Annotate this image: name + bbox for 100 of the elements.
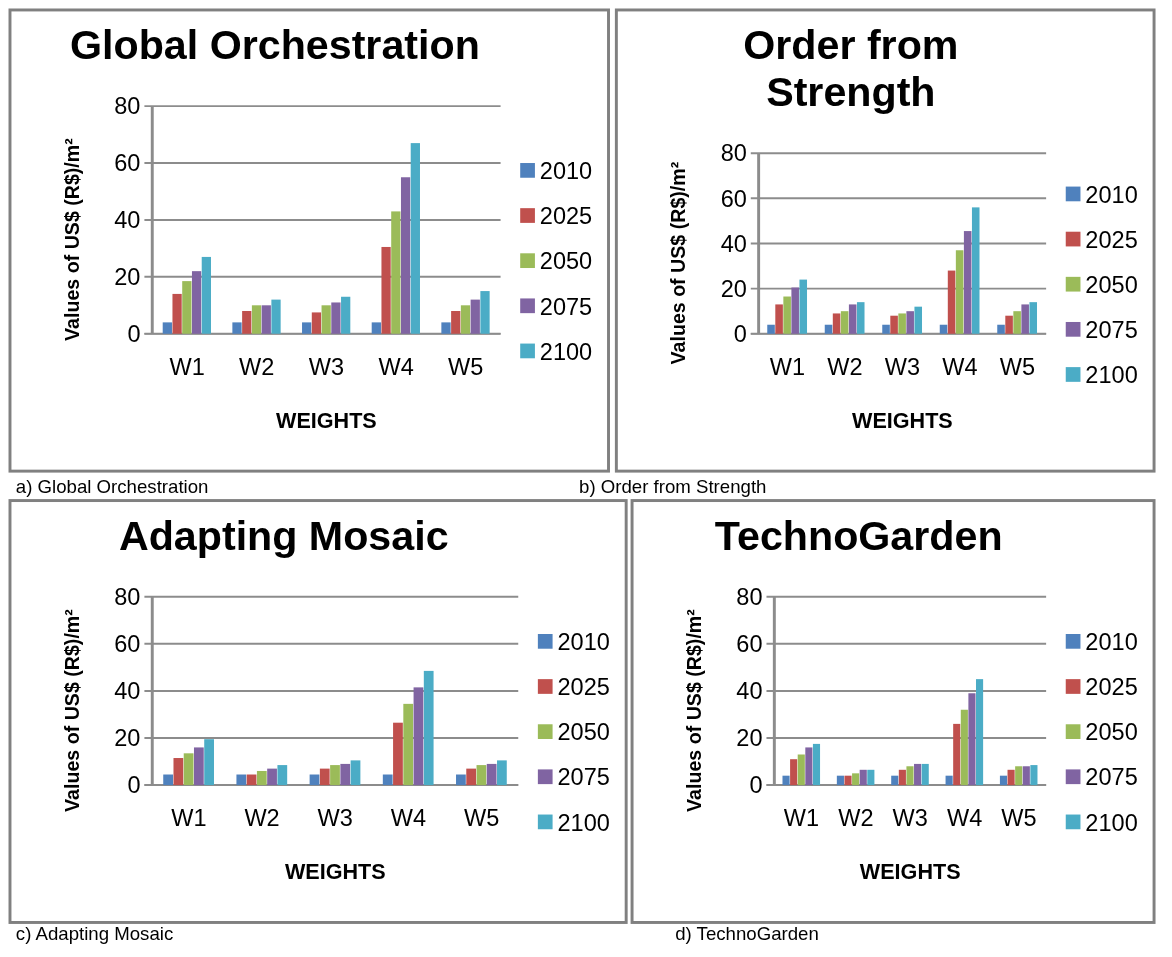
bar bbox=[201, 256, 211, 334]
bar bbox=[1007, 769, 1015, 786]
bar bbox=[183, 753, 194, 786]
bar bbox=[330, 765, 340, 786]
y-tick-label: 80 bbox=[114, 93, 141, 120]
bar bbox=[480, 291, 490, 334]
x-axis-title: WEIGHTS bbox=[852, 407, 953, 433]
bar bbox=[271, 299, 281, 334]
y-tick-label: 40 bbox=[114, 207, 141, 234]
y-axis-title: Values of US$ (R$)/m² bbox=[60, 137, 83, 341]
legend-label: 2100 bbox=[557, 809, 610, 836]
legend-label: 2010 bbox=[1085, 181, 1138, 208]
bar bbox=[960, 709, 968, 786]
bar bbox=[204, 739, 214, 786]
y-axis-title: Values of US$ (R$)/m² bbox=[667, 161, 690, 365]
bar bbox=[191, 271, 202, 334]
y-tick-label: 60 bbox=[114, 150, 141, 177]
bar bbox=[1029, 302, 1038, 334]
y-tick-label: 20 bbox=[114, 264, 141, 291]
bar bbox=[319, 768, 330, 786]
x-tick-label: W5 bbox=[448, 353, 484, 380]
bar bbox=[921, 763, 929, 786]
bar bbox=[856, 302, 865, 334]
bar bbox=[193, 747, 204, 786]
bar bbox=[232, 322, 242, 334]
bar bbox=[955, 250, 964, 334]
x-tick-label: W1 bbox=[769, 353, 806, 380]
bar bbox=[267, 768, 277, 786]
bar bbox=[321, 305, 331, 334]
chart-title: TechnoGarden bbox=[714, 512, 1003, 559]
legend-label: 2050 bbox=[539, 248, 593, 275]
bar bbox=[256, 770, 267, 786]
bar bbox=[945, 775, 953, 786]
y-tick-label: 40 bbox=[720, 230, 747, 257]
legend-label: 2075 bbox=[1085, 764, 1138, 791]
bar bbox=[898, 769, 906, 786]
bar bbox=[867, 769, 875, 786]
bar bbox=[1013, 311, 1021, 334]
y-axis-title: Values of US$ (R$)/m² bbox=[60, 608, 83, 812]
text: b) Order from Strength bbox=[579, 475, 767, 497]
bar bbox=[277, 765, 288, 786]
chart-title: Order from Strength bbox=[743, 22, 959, 116]
bar bbox=[971, 207, 980, 334]
legend-label: 2025 bbox=[1085, 674, 1138, 701]
bar bbox=[302, 322, 312, 334]
bar bbox=[782, 775, 790, 786]
legend-label: 2100 bbox=[1085, 809, 1138, 836]
bar bbox=[791, 287, 799, 334]
bar bbox=[163, 774, 173, 786]
legend-label: 2050 bbox=[557, 719, 610, 746]
x-axis-title: WEIGHTS bbox=[276, 407, 377, 433]
bar bbox=[470, 299, 480, 334]
y-tick-label: 80 bbox=[720, 140, 747, 167]
bar bbox=[400, 177, 411, 334]
legend-label: 2100 bbox=[1085, 362, 1138, 389]
bar bbox=[261, 305, 271, 334]
y-tick-label: 20 bbox=[114, 725, 141, 752]
legend-label: 2100 bbox=[539, 338, 593, 365]
bar bbox=[914, 306, 923, 334]
bar bbox=[1021, 304, 1029, 334]
bar bbox=[393, 722, 403, 786]
y-tick-label: 0 bbox=[733, 321, 747, 347]
legend-label: 2010 bbox=[1085, 629, 1138, 656]
y-tick-label: 80 bbox=[114, 583, 141, 610]
y-tick-label: 60 bbox=[736, 631, 763, 658]
y-tick-label: 0 bbox=[127, 321, 141, 347]
bar bbox=[947, 270, 956, 334]
x-tick-label: W2 bbox=[827, 353, 863, 380]
legend-label: 2075 bbox=[557, 764, 610, 791]
bar bbox=[311, 312, 322, 334]
legend-label: 2010 bbox=[539, 158, 593, 185]
bar bbox=[460, 305, 471, 334]
bar bbox=[914, 763, 922, 786]
legend-label: 2025 bbox=[557, 674, 610, 701]
bar bbox=[906, 311, 914, 334]
x-tick-label: W4 bbox=[378, 353, 414, 380]
bar bbox=[882, 324, 890, 334]
bar bbox=[410, 143, 420, 334]
bar bbox=[836, 775, 844, 786]
bar bbox=[451, 310, 461, 334]
bar bbox=[805, 747, 813, 786]
bar bbox=[350, 760, 361, 786]
x-tick-label: W5 bbox=[1001, 805, 1037, 832]
y-tick-label: 0 bbox=[127, 772, 141, 799]
bar bbox=[898, 313, 906, 334]
x-tick-label: W4 bbox=[390, 805, 427, 832]
bar bbox=[848, 304, 857, 334]
bar bbox=[891, 775, 899, 786]
bar bbox=[963, 231, 972, 334]
legend-label: 2025 bbox=[1085, 226, 1138, 253]
bar bbox=[1005, 315, 1013, 334]
y-tick-label: 60 bbox=[114, 631, 141, 658]
text: d) TechnoGarden bbox=[675, 923, 819, 945]
bar bbox=[341, 296, 351, 334]
bar bbox=[906, 766, 914, 786]
x-tick-label: W4 bbox=[942, 353, 978, 380]
bar bbox=[890, 315, 898, 334]
bar bbox=[497, 760, 507, 786]
bar bbox=[381, 246, 391, 334]
bar bbox=[844, 775, 852, 786]
